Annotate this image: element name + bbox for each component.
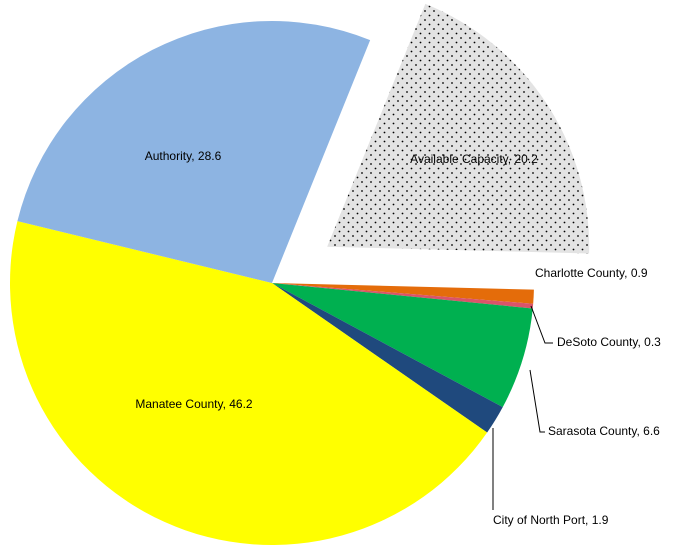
label-value: 46.2 [229, 397, 253, 411]
labels: Available Capacity, 20.2 Charlotte County… [135, 149, 661, 527]
pie-slice [17, 20, 371, 283]
pie-slice [9, 221, 488, 545]
data-label: Authority, 28.6 [145, 149, 222, 163]
pie-slice [272, 283, 533, 408]
slices [9, 3, 590, 545]
pie-slice [327, 3, 590, 254]
pie-slice [272, 283, 503, 433]
data-label: Available Capacity, 20.2 [410, 152, 538, 166]
label-value: 0.3 [644, 335, 661, 349]
data-label: Manatee County, 46.2 [135, 397, 253, 411]
label-separator: , [637, 424, 644, 438]
label-category: Sarasota County [548, 424, 637, 438]
label-category: Charlotte County [535, 266, 625, 280]
data-label: City of North Port, 1.9 [493, 513, 609, 527]
label-value: 0.9 [631, 266, 648, 280]
label-value: 6.6 [643, 424, 660, 438]
leader-line [530, 305, 553, 344]
label-separator: , [508, 152, 515, 166]
label-separator: , [191, 149, 198, 163]
label-value: 1.9 [592, 513, 609, 527]
leader-line [529, 369, 545, 433]
label-separator: , [638, 335, 645, 349]
label-separator: , [223, 397, 230, 411]
pie-slice [272, 283, 534, 309]
label-separator: , [624, 266, 631, 280]
data-label: DeSoto County, 0.3 [557, 335, 661, 349]
label-category: Authority [145, 149, 192, 163]
label-category: City of North Port [493, 513, 586, 527]
pie-slice [272, 283, 534, 304]
label-category: DeSoto County [557, 335, 638, 349]
label-separator: , [585, 513, 592, 527]
label-value: 20.2 [514, 152, 538, 166]
label-category: Manatee County [135, 397, 223, 411]
label-value: 28.6 [198, 149, 222, 163]
label-category: Available Capacity [410, 152, 509, 166]
data-label: Charlotte County, 0.9 [535, 266, 648, 280]
data-label: Sarasota County, 6.6 [548, 424, 660, 438]
